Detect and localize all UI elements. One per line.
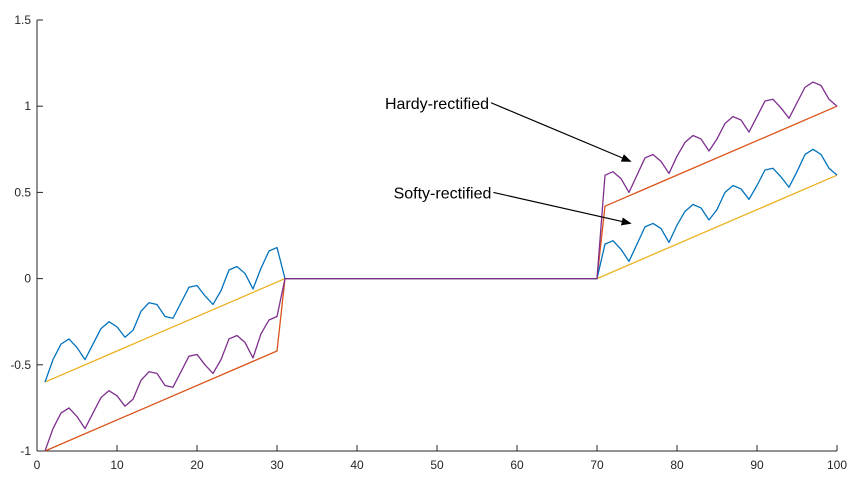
- x-tick-label: 50: [430, 458, 444, 472]
- ticks: 0 10 20 30 40 50 60 70 80 90 100 -1 -0.5 0 0.5 1 1.5: [10, 13, 847, 472]
- series-group: [44, 81, 838, 452]
- y-tick-label: -1: [20, 444, 31, 458]
- x-tick-label: 0: [34, 458, 41, 472]
- series-line-3: [44, 148, 838, 383]
- x-tick-label: 80: [670, 458, 684, 472]
- y-tick-label: -0.5: [10, 358, 31, 372]
- annotation-arrow-1: [490, 102, 632, 162]
- x-tick-label: 100: [827, 458, 847, 472]
- x-tick-label: 20: [190, 458, 204, 472]
- series-line-4: [44, 81, 838, 452]
- y-tick-label: 0.5: [14, 185, 31, 199]
- annotation-label-2: Softy-rectified: [394, 185, 492, 202]
- y-tick-label: 1: [24, 99, 31, 113]
- annotation-label-1: Hardy-rectified: [385, 96, 489, 113]
- y-tick-label: 1.5: [14, 13, 31, 27]
- x-tick-label: 90: [750, 458, 764, 472]
- x-tick-label: 30: [270, 458, 284, 472]
- y-tick-label: 0: [24, 272, 31, 286]
- x-tick-label: 70: [590, 458, 604, 472]
- x-tick-label: 40: [350, 458, 364, 472]
- annotations: Hardy-rectified Softy-rectified: [385, 96, 632, 226]
- annotation-arrow-2: [493, 191, 632, 226]
- axes: [36, 20, 837, 452]
- x-tick-label: 10: [110, 458, 124, 472]
- x-tick-label: 60: [510, 458, 524, 472]
